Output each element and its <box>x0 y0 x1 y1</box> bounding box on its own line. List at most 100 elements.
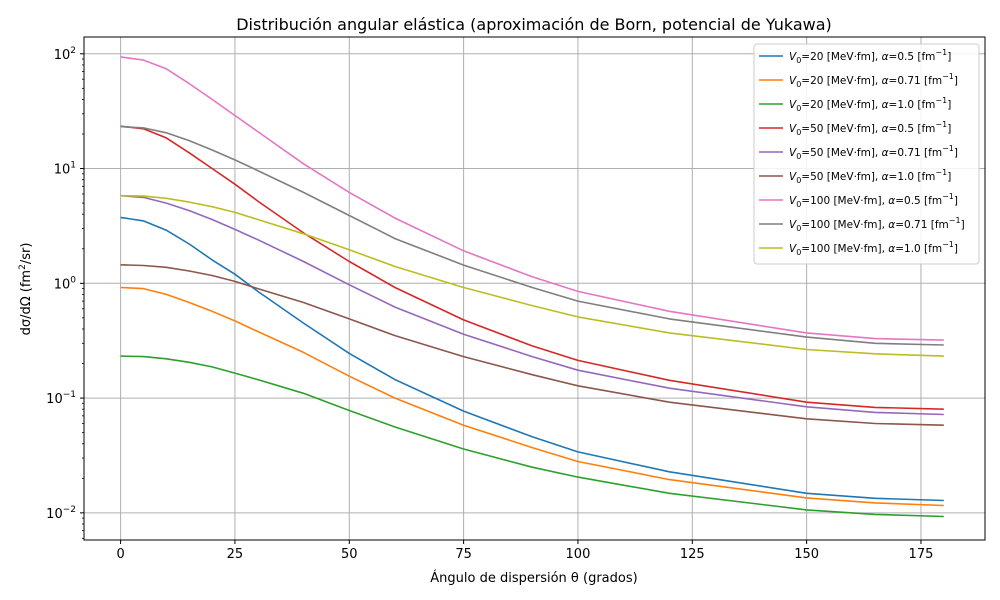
legend-text-part: 0 <box>796 224 801 233</box>
chart-title: Distribución angular elástica (aproximac… <box>236 15 832 34</box>
legend-text-part: α <box>882 171 889 183</box>
legend-text-part: −1 <box>935 48 947 57</box>
legend-text-part: 0 <box>796 176 801 185</box>
y-axis-label-rest: /sr) <box>19 243 34 265</box>
x-tick-label: 125 <box>680 547 705 562</box>
x-tick-label: 75 <box>455 547 472 562</box>
x-tick-label: 0 <box>116 547 124 562</box>
legend-text-part: =0.71 [fm <box>889 147 943 159</box>
legend-label: V0=20 [MeV·fm], α=0.5 [fm−1] <box>789 48 951 65</box>
legend-text-part: ] <box>954 75 958 87</box>
legend-item: V0=20 [MeV·fm], α=0.5 [fm−1] <box>759 48 951 65</box>
series-line-3 <box>120 125 944 410</box>
y-tick-base: 10 <box>54 163 71 178</box>
y-tick-label: 101 <box>54 161 76 178</box>
y-tick-exponent: 0 <box>70 275 76 285</box>
legend-item: V0=50 [MeV·fm], α=0.71 [fm−1] <box>759 144 958 161</box>
y-tick-base: 10 <box>54 277 71 292</box>
legend-item: V0=100 [MeV·fm], α=1.0 [fm−1] <box>759 240 958 257</box>
legend-label: V0=50 [MeV·fm], α=1.0 [fm−1] <box>789 168 951 185</box>
y-tick-exponent: −1 <box>63 390 76 400</box>
legend-item: V0=50 [MeV·fm], α=1.0 [fm−1] <box>759 168 951 185</box>
legend-text-part: =0.5 [fm <box>895 195 942 207</box>
legend-text-part: ] <box>947 171 951 183</box>
x-tick-label: 50 <box>341 547 358 562</box>
legend-text-part: 0 <box>796 104 801 113</box>
legend-text-part: =20 [MeV·fm], <box>801 99 881 111</box>
legend-text-part: −1 <box>942 240 954 249</box>
legend-box <box>753 43 980 265</box>
series-line-0 <box>120 216 944 502</box>
legend-label: V0=100 [MeV·fm], α=1.0 [fm−1] <box>789 240 958 257</box>
legend-text-part: ] <box>954 147 958 159</box>
legend-text-part: =100 [MeV·fm], <box>801 195 888 207</box>
legend-item: V0=20 [MeV·fm], α=1.0 [fm−1] <box>759 96 951 113</box>
series-line-8 <box>120 194 944 357</box>
legend-text-part: V <box>789 51 797 63</box>
x-tick-label: 150 <box>794 547 819 562</box>
legend-text-part: −1 <box>942 144 954 153</box>
legend-text-part: V <box>789 99 797 111</box>
series-line-6 <box>120 56 944 341</box>
series-line-1 <box>120 286 944 507</box>
legend-text-part: =0.5 [fm <box>889 123 936 135</box>
series-line-2 <box>120 355 944 518</box>
legend-text-part: α <box>882 51 889 63</box>
legend-label: V0=20 [MeV·fm], α=1.0 [fm−1] <box>789 96 951 113</box>
legend-text-part: −1 <box>935 120 947 129</box>
legend-label: V0=100 [MeV·fm], α=0.71 [fm−1] <box>789 216 965 233</box>
legend-item: V0=20 [MeV·fm], α=0.71 [fm−1] <box>759 72 958 89</box>
series-line-4 <box>120 194 944 416</box>
y-tick-label: 10−1 <box>46 390 76 407</box>
legend-item: V0=100 [MeV·fm], α=0.71 [fm−1] <box>759 216 965 233</box>
legend-text-part: 0 <box>796 152 801 161</box>
legend-text-part: α <box>882 75 889 87</box>
legend-text-part: ] <box>961 219 965 231</box>
legend-text-part: α <box>882 147 889 159</box>
legend-text-part: V <box>789 219 797 231</box>
y-tick-base: 10 <box>46 507 63 522</box>
y-tick-exponent: 1 <box>70 161 76 171</box>
legend-text-part: α <box>882 99 889 111</box>
y-tick-label: 10−2 <box>46 505 76 522</box>
legend-text-part: −1 <box>935 168 947 177</box>
series-line-5 <box>120 264 944 426</box>
legend-text-part: V <box>789 195 797 207</box>
series-lines <box>120 56 944 518</box>
legend-text-part: V <box>789 243 797 255</box>
legend: V0=20 [MeV·fm], α=0.5 [fm−1]V0=20 [MeV·f… <box>753 43 980 265</box>
legend-text-part: =1.0 [fm <box>895 243 942 255</box>
legend-text-part: ] <box>947 51 951 63</box>
legend-text-part: V <box>789 171 797 183</box>
y-axis-label-exp: 2 <box>18 264 28 270</box>
legend-text-part: −1 <box>935 96 947 105</box>
legend-text-part: −1 <box>949 216 961 225</box>
legend-text-part: =1.0 [fm <box>889 99 936 111</box>
legend-label: V0=50 [MeV·fm], α=0.71 [fm−1] <box>789 144 958 161</box>
legend-text-part: 0 <box>796 128 801 137</box>
legend-item: V0=100 [MeV·fm], α=0.5 [fm−1] <box>759 192 958 209</box>
legend-text-part: =20 [MeV·fm], <box>801 51 881 63</box>
legend-label: V0=100 [MeV·fm], α=0.5 [fm−1] <box>789 192 958 209</box>
y-tick-label: 102 <box>54 46 76 63</box>
legend-text-part: V <box>789 147 797 159</box>
legend-text-part: 0 <box>796 80 801 89</box>
legend-text-part: α <box>888 195 895 207</box>
legend-text-part: ] <box>954 195 958 207</box>
y-tick-exponent: 2 <box>70 46 76 56</box>
series-line-7 <box>120 125 944 346</box>
legend-label: V0=50 [MeV·fm], α=0.5 [fm−1] <box>789 120 951 137</box>
legend-text-part: 0 <box>796 248 801 257</box>
legend-text-part: −1 <box>942 192 954 201</box>
y-tick-exponent: −2 <box>63 505 76 515</box>
y-axis-label-main: dσ/dΩ (fm <box>19 270 34 336</box>
y-tick-base: 10 <box>46 392 63 407</box>
legend-text-part: α <box>888 219 895 231</box>
x-tick-label: 100 <box>566 547 591 562</box>
y-axis-label: dσ/dΩ (fm2/sr) <box>18 243 34 336</box>
y-tick-base: 10 <box>54 48 71 63</box>
legend-text-part: −1 <box>942 72 954 81</box>
legend-text-part: =50 [MeV·fm], <box>801 123 881 135</box>
